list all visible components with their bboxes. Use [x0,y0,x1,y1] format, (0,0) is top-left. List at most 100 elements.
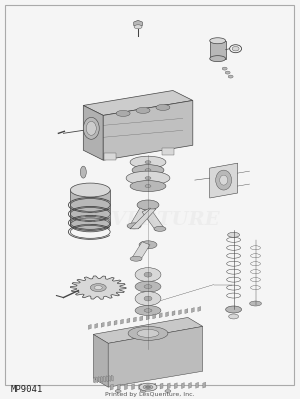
Polygon shape [93,318,203,343]
Polygon shape [174,383,177,389]
Polygon shape [101,376,103,382]
Polygon shape [95,323,98,328]
Ellipse shape [70,183,110,197]
Polygon shape [159,313,162,318]
Polygon shape [111,375,113,381]
Ellipse shape [220,175,228,185]
Polygon shape [103,376,106,382]
Ellipse shape [90,284,106,292]
Bar [104,153,116,160]
Polygon shape [188,383,191,389]
Polygon shape [196,382,199,388]
Ellipse shape [229,314,238,319]
Bar [210,41,226,59]
Polygon shape [106,376,108,382]
Ellipse shape [145,177,151,180]
Polygon shape [114,320,117,325]
Ellipse shape [137,200,159,210]
Ellipse shape [116,111,130,117]
Ellipse shape [154,226,166,231]
Polygon shape [130,208,148,228]
Ellipse shape [135,268,161,282]
Ellipse shape [144,284,152,288]
Ellipse shape [144,309,152,312]
Polygon shape [142,208,164,231]
Ellipse shape [70,218,110,232]
Text: MP9041: MP9041 [11,385,43,394]
Ellipse shape [130,256,142,261]
Polygon shape [134,20,142,27]
Polygon shape [124,384,128,390]
Ellipse shape [135,306,161,316]
Ellipse shape [225,71,230,74]
Polygon shape [191,308,194,312]
Ellipse shape [228,232,240,237]
Polygon shape [109,375,111,381]
Ellipse shape [143,385,153,389]
Ellipse shape [135,281,161,292]
Bar [162,148,174,155]
Ellipse shape [145,169,151,172]
Polygon shape [108,321,111,326]
Ellipse shape [136,107,150,113]
Ellipse shape [156,105,170,111]
Ellipse shape [115,389,121,393]
Polygon shape [70,276,126,299]
Polygon shape [127,318,130,323]
Polygon shape [108,326,203,387]
Ellipse shape [134,25,142,29]
Ellipse shape [210,38,226,44]
Polygon shape [130,209,156,229]
Ellipse shape [139,241,157,249]
Ellipse shape [130,181,166,192]
Ellipse shape [130,156,166,168]
Ellipse shape [250,301,262,306]
Polygon shape [153,314,156,319]
Polygon shape [203,382,206,388]
Polygon shape [93,377,95,383]
Ellipse shape [146,386,151,388]
Ellipse shape [140,389,146,393]
Ellipse shape [232,46,239,51]
Ellipse shape [144,296,152,301]
Polygon shape [110,384,113,390]
Polygon shape [160,383,163,389]
Polygon shape [131,384,134,390]
Ellipse shape [83,117,99,139]
Polygon shape [166,312,169,317]
Ellipse shape [135,292,161,306]
Ellipse shape [226,306,242,313]
Polygon shape [198,306,201,312]
Polygon shape [178,310,182,315]
Ellipse shape [126,171,170,185]
Ellipse shape [94,286,102,290]
Polygon shape [146,315,149,320]
Ellipse shape [210,56,226,61]
Polygon shape [185,308,188,314]
Ellipse shape [145,185,151,188]
Ellipse shape [80,166,86,178]
Polygon shape [210,163,238,198]
Ellipse shape [144,272,152,277]
Polygon shape [83,105,103,160]
Text: Printed by LesQuenture, Inc.: Printed by LesQuenture, Inc. [105,391,195,397]
Ellipse shape [132,165,164,176]
Polygon shape [182,383,184,389]
Polygon shape [134,317,136,322]
Ellipse shape [228,75,233,78]
Polygon shape [139,383,142,389]
Polygon shape [88,324,91,330]
Polygon shape [96,377,98,383]
Ellipse shape [165,389,171,393]
Polygon shape [117,384,120,390]
Ellipse shape [86,121,96,135]
Polygon shape [121,319,124,324]
Polygon shape [153,383,156,389]
Ellipse shape [137,330,159,338]
Ellipse shape [216,170,232,190]
Polygon shape [146,383,149,389]
Polygon shape [83,91,193,115]
Ellipse shape [222,67,227,70]
Polygon shape [132,242,150,261]
Ellipse shape [127,223,141,229]
